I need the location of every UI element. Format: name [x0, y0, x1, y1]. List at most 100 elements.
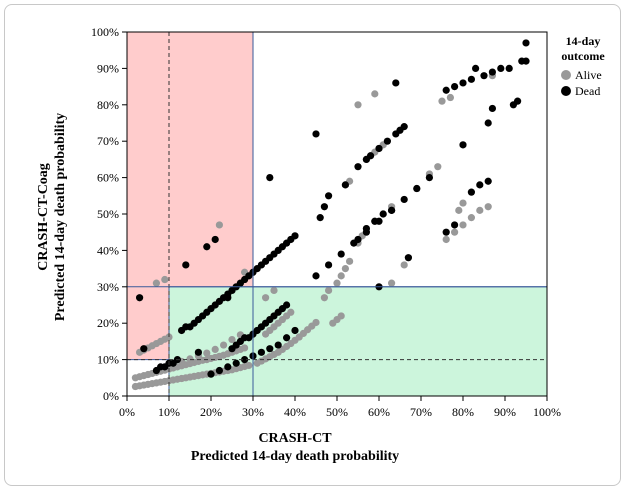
point-alive-105 [337, 272, 345, 280]
point-dead-9 [194, 348, 202, 356]
point-alive-97 [161, 275, 169, 284]
x-tick-label-4: 40% [284, 405, 306, 419]
point-alive-102 [320, 294, 328, 302]
point-dead-101 [451, 83, 459, 91]
point-alive-138 [467, 214, 475, 222]
x-axis-title-line1: CRASH-CT [258, 431, 332, 446]
point-dead-100 [442, 86, 450, 94]
x-tick-label-1: 10% [158, 405, 180, 419]
scatter-chart: 0% 10% 20% 30% 40% 50% 60% 70% 80% 90% 100% 0% 10% 2… [36, 25, 605, 464]
point-dead-44 [232, 359, 240, 367]
legend-title-line2: outcome [561, 49, 605, 63]
y-tick-label-0: 0% [103, 389, 119, 403]
point-dead-119 [522, 57, 530, 65]
point-alive-126 [354, 101, 362, 109]
point-dead-1 [140, 345, 148, 353]
data-points [131, 39, 530, 391]
legend: 14-day outcome Alive Dead [561, 34, 605, 98]
shaded-regions [126, 31, 548, 397]
point-dead-91 [362, 224, 370, 233]
x-tick-label-5: 50% [326, 405, 348, 419]
x-tick-label-3: 30% [242, 405, 264, 419]
point-alive-68 [220, 341, 228, 349]
point-alive-134 [388, 279, 396, 287]
point-dead-96 [404, 254, 412, 262]
point-dead-111 [522, 39, 530, 47]
x-tick-label-0: 0% [119, 405, 135, 419]
point-alive-101 [270, 286, 278, 295]
point-alive-100 [262, 294, 270, 302]
point-dead-104 [472, 64, 480, 72]
point-alive-104 [333, 279, 341, 287]
point-alive-85 [312, 318, 320, 327]
point-dead-40 [291, 232, 299, 240]
point-dead-42 [215, 366, 223, 375]
point-alive-118 [434, 163, 442, 171]
point-alive-92 [287, 308, 295, 316]
y-tick-label-4: 40% [97, 243, 119, 257]
point-alive-132 [484, 203, 492, 211]
legend-swatch-alive [561, 70, 571, 80]
x-tick-label-7: 70% [410, 405, 432, 419]
point-alive-131 [459, 199, 467, 207]
point-dead-43 [224, 363, 232, 371]
point-alive-137 [459, 221, 467, 229]
y-tick-label-6: 60% [97, 171, 119, 185]
x-tick-label-9: 90% [494, 405, 516, 419]
point-dead-95 [388, 206, 396, 214]
y-tick-label-8: 80% [97, 98, 119, 112]
point-dead-8 [182, 261, 190, 269]
point-dead-10 [203, 243, 211, 251]
point-dead-112 [459, 141, 467, 149]
point-dead-87 [400, 195, 408, 204]
y-tick-label-3: 30% [97, 280, 119, 294]
point-dead-66 [266, 174, 274, 182]
point-alive-127 [371, 90, 379, 98]
point-dead-105 [480, 72, 488, 80]
point-dead-90 [354, 235, 362, 244]
y-tick-label-5: 50% [97, 207, 119, 221]
point-dead-97 [442, 228, 450, 236]
point-alive-98 [215, 221, 223, 229]
point-alive-95 [337, 312, 345, 320]
point-dead-49 [274, 341, 282, 349]
point-dead-41 [207, 370, 215, 378]
y-axis-title-line1: CRASH-CT-Coag [36, 163, 51, 271]
y-tick-label-9: 90% [97, 61, 119, 75]
point-alive-114 [400, 261, 408, 269]
point-alive-128 [438, 97, 446, 105]
y-axis-ticks: 0% 10% 20% 30% 40% 50% 60% 70% 80% 90% 100% [91, 25, 127, 403]
point-alive-96 [152, 279, 160, 287]
x-axis-ticks: 0% 10% 20% 30% 40% 50% 60% 70% 80% 90% 100% [119, 396, 561, 419]
point-dead-68 [316, 214, 324, 222]
point-dead-116 [484, 119, 492, 127]
y-tick-label-2: 20% [97, 316, 119, 330]
point-alive-27 [245, 361, 253, 370]
point-alive-69 [228, 335, 236, 344]
point-alive-135 [442, 235, 450, 244]
point-dead-69 [320, 203, 328, 211]
x-tick-label-2: 20% [200, 405, 222, 419]
y-tick-label-1: 10% [97, 353, 119, 367]
point-alive-136 [451, 228, 459, 236]
point-dead-99 [392, 79, 400, 87]
x-axis-title-line2: Predicted 14-day death probability [191, 449, 399, 464]
point-dead-88 [413, 184, 421, 193]
point-alive-67 [211, 345, 219, 354]
point-dead-45 [241, 356, 249, 364]
point-dead-109 [514, 97, 522, 105]
y-tick-label-10: 100% [91, 25, 119, 39]
point-alive-129 [446, 93, 454, 102]
point-dead-98 [451, 221, 459, 229]
y-tick-label-7: 70% [97, 134, 119, 148]
legend-label-dead: Dead [575, 84, 600, 98]
point-dead-115 [484, 177, 492, 185]
x-tick-label-6: 60% [368, 405, 390, 419]
point-dead-113 [467, 188, 475, 196]
figure-frame: 0% 10% 20% 30% 40% 50% 60% 70% 80% 90% 100% 0% 10% 2… [4, 4, 621, 486]
point-dead-79 [400, 123, 408, 131]
point-dead-67 [312, 130, 320, 138]
point-alive-103 [325, 286, 333, 295]
point-dead-107 [497, 64, 505, 72]
point-dead-74 [367, 152, 375, 160]
